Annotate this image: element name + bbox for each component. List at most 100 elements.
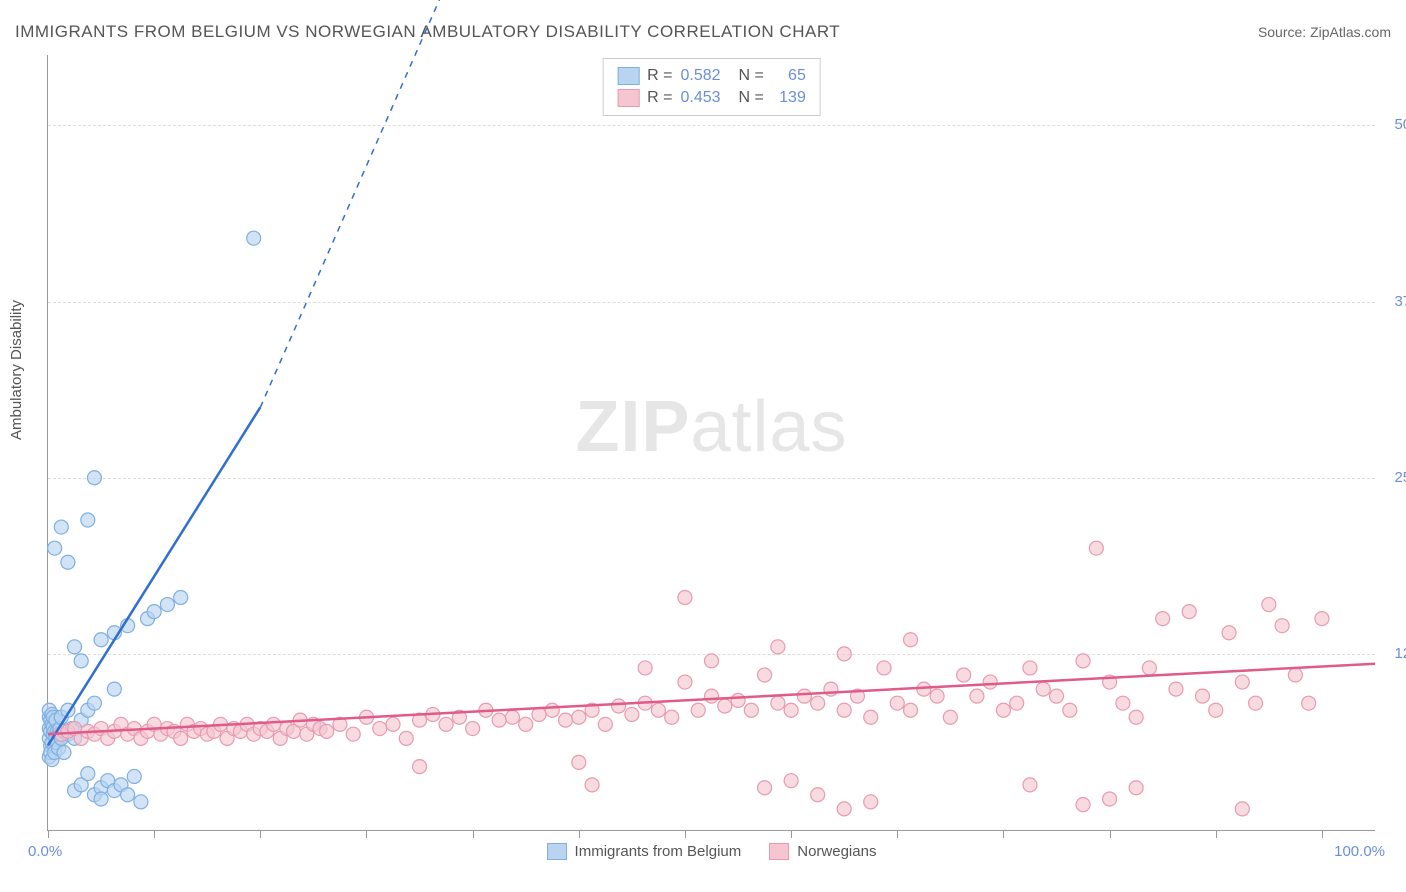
data-point [811,788,825,802]
data-point [1023,661,1037,675]
data-point [718,699,732,713]
data-point [559,713,573,727]
data-point [1315,612,1329,626]
x-tick [791,830,792,838]
x-tick [473,830,474,838]
data-point [121,788,135,802]
x-tick [1216,830,1217,838]
data-point [54,520,68,534]
data-point [1195,689,1209,703]
data-point [1235,802,1249,816]
data-point [1222,626,1236,640]
data-point [134,795,148,809]
data-point [638,661,652,675]
data-point [127,769,141,783]
data-point [466,722,480,736]
data-point [1262,598,1276,612]
x-axis-max: 100.0% [1334,843,1385,860]
data-point [890,696,904,710]
data-point [904,703,918,717]
data-point [930,689,944,703]
data-point [545,703,559,717]
x-tick [1322,830,1323,838]
x-tick [260,830,261,838]
data-point [87,471,101,485]
data-point [87,696,101,710]
data-point [81,767,95,781]
data-point [904,633,918,647]
data-point [1182,605,1196,619]
chart-title: IMMIGRANTS FROM BELGIUM VS NORWEGIAN AMB… [15,22,840,42]
data-point [174,731,188,745]
data-point [68,640,82,654]
data-point [744,703,758,717]
data-point [957,668,971,682]
data-point [94,792,108,806]
data-point [651,703,665,717]
data-point [386,717,400,731]
trend-line [48,407,260,745]
swatch-icon [617,89,639,107]
y-tick-label: 50.0% [1382,116,1406,133]
data-point [784,774,798,788]
data-point [877,661,891,675]
data-point [598,717,612,731]
data-point [943,710,957,724]
data-point [1010,696,1024,710]
data-point [797,689,811,703]
data-point [81,513,95,527]
legend-row-belgium: R = 0.582 N = 65 [617,65,806,87]
data-point [625,707,639,721]
data-point [758,668,772,682]
data-point [758,781,772,795]
data-point [864,795,878,809]
data-point [1302,696,1316,710]
data-point [267,717,281,731]
data-point [691,703,705,717]
data-point [1209,703,1223,717]
data-point [439,717,453,731]
trend-line [48,664,1375,734]
data-point [1063,703,1077,717]
data-point [1129,710,1143,724]
series-legend: Immigrants from Belgium Norwegians [547,843,877,860]
data-point [74,654,88,668]
data-point [1142,661,1156,675]
data-point [1156,612,1170,626]
data-point [585,778,599,792]
data-point [413,760,427,774]
data-point [107,682,121,696]
chart-header: IMMIGRANTS FROM BELGIUM VS NORWEGIAN AMB… [15,22,1391,42]
data-point [1050,689,1064,703]
data-point [572,710,586,724]
data-point [837,647,851,661]
data-point [147,605,161,619]
data-point [1288,668,1302,682]
y-tick-label: 37.5% [1382,293,1406,310]
data-point [1076,798,1090,812]
data-point [1116,696,1130,710]
data-point [519,717,533,731]
correlation-legend: R = 0.582 N = 65 R = 0.453 N = 139 [602,58,821,116]
y-tick-label: 12.5% [1382,645,1406,662]
data-point [174,591,188,605]
x-tick [1110,830,1111,838]
x-tick [48,830,49,838]
data-point [705,689,719,703]
data-point [811,696,825,710]
data-point [771,696,785,710]
x-tick [579,830,580,838]
trend-line-extrapolated [260,0,446,407]
data-point [1036,682,1050,696]
x-tick [1003,830,1004,838]
data-point [784,703,798,717]
data-point [505,710,519,724]
data-point [665,710,679,724]
data-point [705,654,719,668]
data-point [970,689,984,703]
legend-item-belgium: Immigrants from Belgium [547,843,742,860]
data-point [837,802,851,816]
data-point [57,746,71,760]
data-point [1089,541,1103,555]
data-point [1103,792,1117,806]
